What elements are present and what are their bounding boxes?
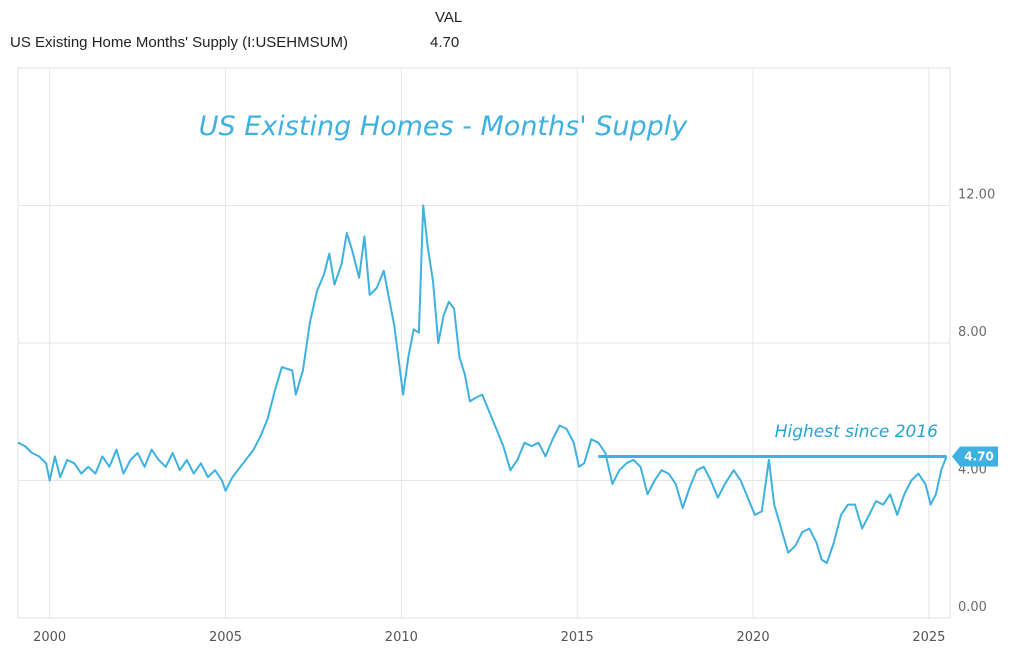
- series-line: [17, 204, 948, 564]
- x-tick-label: 2005: [209, 630, 242, 645]
- legend-value-header: VAL: [435, 9, 463, 26]
- plot-frame: [17, 67, 951, 619]
- current-value-label: 4.70: [964, 449, 994, 463]
- y-tick-label: 0.00: [958, 600, 987, 615]
- x-tick-label: 2015: [561, 630, 594, 645]
- annotation-highest-since-2016: Highest since 2016: [775, 422, 938, 442]
- x-tick-label: 2000: [33, 630, 66, 645]
- y-tick-label: 12.00: [958, 188, 995, 203]
- y-tick-label: 8.00: [958, 325, 987, 340]
- x-tick-label: 2010: [385, 630, 418, 645]
- legend-series-name: US Existing Home Months' Supply (I:USEHM…: [10, 34, 348, 51]
- x-axis: 2000 2005 2010 2015 2020 2025: [33, 630, 945, 645]
- x-tick-label: 2025: [912, 630, 945, 645]
- x-tick-label: 2020: [737, 630, 770, 645]
- chart-legend: VAL US Existing Home Months' Supply (I:U…: [0, 0, 1024, 60]
- current-value-marker: 4.70: [952, 446, 998, 467]
- chart-title: US Existing Homes - Months' Supply: [199, 111, 688, 142]
- legend-series-value: 4.70: [430, 34, 460, 51]
- grid-lines: [18, 68, 950, 618]
